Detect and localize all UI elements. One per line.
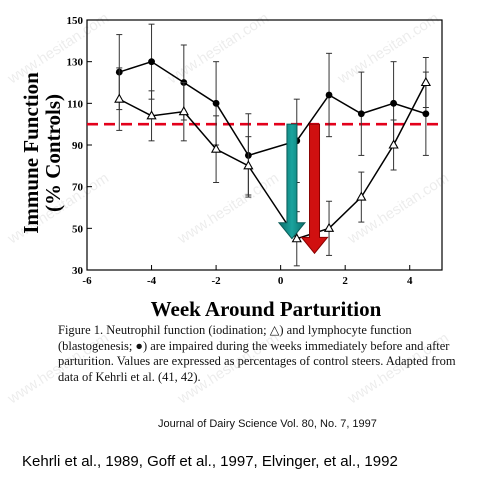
- neutrophil-data-point: [210, 143, 222, 153]
- x-tick-label: 0: [278, 275, 284, 287]
- lymphocyte-data-point: [422, 110, 430, 118]
- y-tick-label: 110: [67, 98, 83, 110]
- neutrophil-data-point: [356, 191, 367, 201]
- journal-citation: Journal of Dairy Science Vol. 80, No. 7,…: [158, 418, 377, 430]
- lymphocyte-series-line: [119, 60, 427, 157]
- immune-function-chart: 30 50 70 90 110 130 150 -6 -4 -2 0 2 4 Immune Functi…: [19, 15, 443, 320]
- reference-list: Kehrli et al., 1989, Goff et al., 1997, …: [22, 453, 398, 470]
- x-tick-label: 2: [342, 275, 348, 287]
- lymphocyte-data-point: [325, 91, 333, 99]
- lymphocyte-decline-arrow: [300, 123, 329, 255]
- chart-marks: [87, 23, 442, 267]
- y-tick-label: 50: [72, 223, 84, 235]
- neutrophil-decline-arrow: [277, 123, 306, 240]
- x-axis-label: Week Around Parturition: [151, 297, 382, 320]
- neutrophil-data-point: [420, 76, 432, 87]
- y-tick-label: 90: [72, 140, 84, 152]
- y-tick-label: 70: [72, 182, 84, 194]
- neutrophil-data-point: [114, 93, 125, 103]
- lymphocyte-data-point: [357, 110, 365, 118]
- neutrophil-data-point: [146, 110, 157, 120]
- x-tick-label: -6: [82, 275, 92, 287]
- y-tick-label: 30: [72, 265, 84, 277]
- plot-frame: [86, 19, 443, 271]
- y-tick-label: 150: [67, 15, 84, 27]
- x-tick-label: 4: [407, 275, 413, 287]
- neutrophil-data-point: [243, 160, 254, 170]
- y-tick-label: 130: [67, 57, 84, 69]
- x-tick-label: -2: [212, 275, 222, 287]
- chart-axes: 30 50 70 90 110 130 150 -6 -4 -2 0 2 4: [67, 15, 443, 287]
- neutrophil-data-point: [178, 106, 189, 116]
- neutrophil-data-point: [291, 233, 302, 243]
- y-axis-label-line1: Immune Function: [19, 72, 43, 234]
- lymphocyte-data-point: [212, 99, 220, 107]
- lymphocyte-data-point: [390, 99, 397, 107]
- x-tick-label: -4: [147, 275, 157, 287]
- neutrophil-data-point: [323, 222, 335, 232]
- y-axis-label-line2: (% Controls): [41, 94, 65, 212]
- figure-caption: Figure 1. Neutrophil function (iodinatio…: [58, 323, 456, 384]
- neutrophil-series-line: [118, 82, 427, 240]
- neutrophil-data-point: [388, 139, 399, 149]
- lymphocyte-data-point: [148, 58, 155, 66]
